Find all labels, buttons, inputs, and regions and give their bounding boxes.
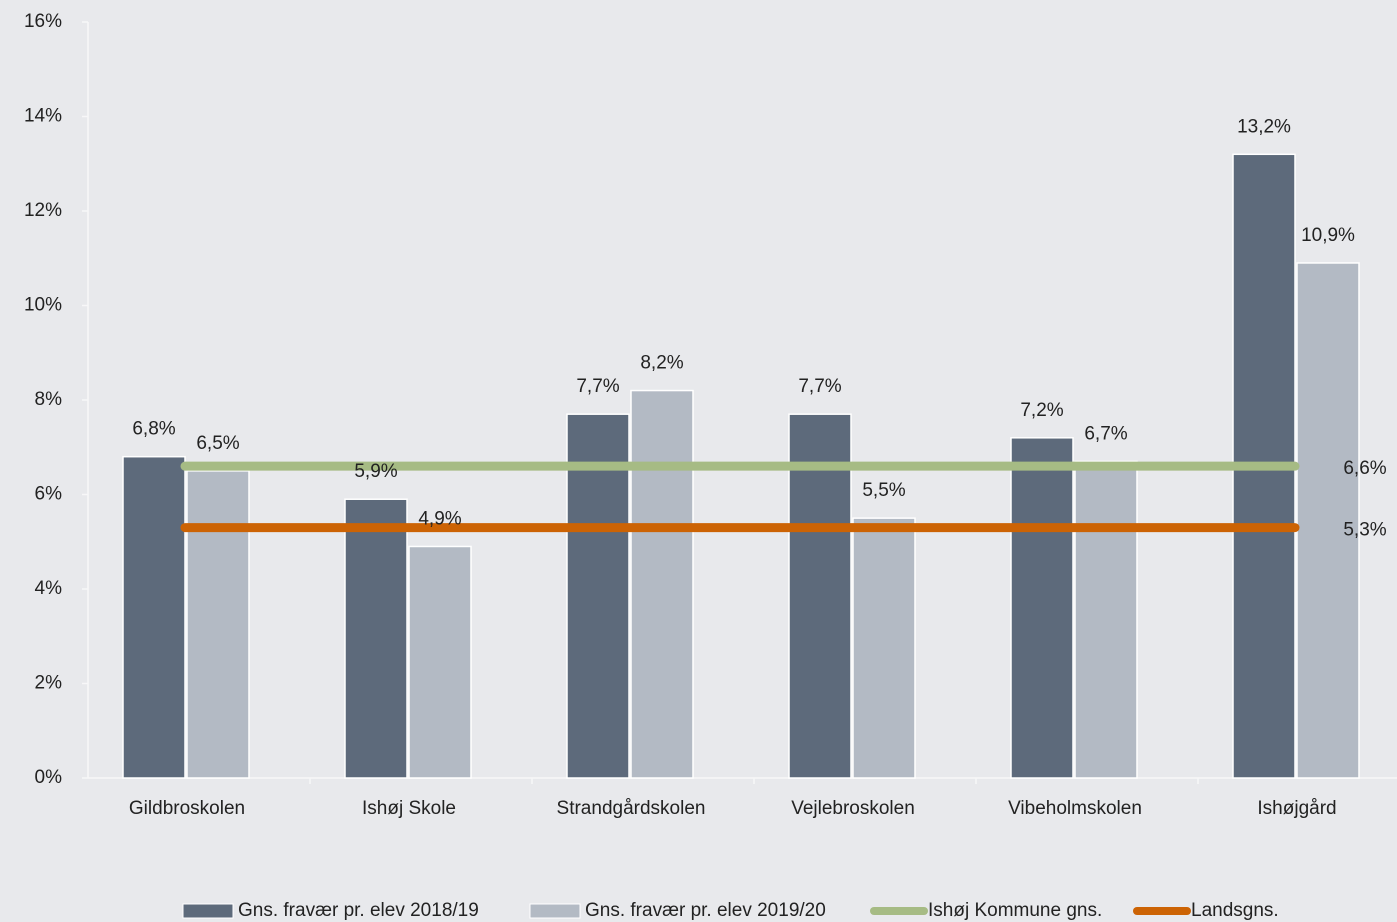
- bar: [408, 545, 472, 779]
- data-label: 6,8%: [132, 419, 175, 440]
- legend-label: Gns. fravær pr. elev 2018/19: [238, 900, 479, 921]
- data-label: 5,5%: [862, 480, 905, 501]
- bar: [122, 455, 186, 779]
- y-tick-label: 10%: [24, 295, 62, 316]
- bar: [630, 389, 694, 779]
- legend-label: Ishøj Kommune gns.: [928, 900, 1102, 921]
- x-tick-label: Gildbroskolen: [129, 798, 245, 819]
- y-tick-label: 14%: [24, 106, 62, 127]
- data-label: 5,9%: [354, 461, 397, 482]
- bar: [344, 498, 408, 779]
- legend-label: Gns. fravær pr. elev 2019/20: [585, 900, 826, 921]
- y-tick-label: 2%: [35, 673, 63, 694]
- data-label: 6,5%: [196, 433, 239, 454]
- bar: [852, 517, 916, 779]
- legend-label: Landsgns.: [1191, 900, 1279, 921]
- data-label: 10,9%: [1301, 225, 1355, 246]
- x-tick-label: Vejlebroskolen: [791, 798, 915, 819]
- data-label: 7,7%: [576, 376, 619, 397]
- data-label: 6,7%: [1084, 423, 1127, 444]
- bar: [788, 413, 852, 779]
- data-label: 8,2%: [640, 353, 683, 374]
- y-tick-label: 6%: [35, 484, 63, 505]
- x-tick-label: Ishøj Skole: [362, 798, 456, 819]
- bar: [186, 470, 250, 779]
- bar: [566, 413, 630, 779]
- y-tick-label: 16%: [24, 11, 62, 32]
- y-tick-label: 12%: [24, 200, 62, 221]
- bar: [1074, 460, 1138, 779]
- bar: [1296, 262, 1360, 779]
- x-tick-label: Ishøjgård: [1257, 798, 1336, 819]
- y-tick-label: 4%: [35, 578, 63, 599]
- y-tick-label: 0%: [35, 767, 63, 788]
- data-label: 7,2%: [1020, 400, 1063, 421]
- x-tick-label: Vibeholmskolen: [1008, 798, 1142, 819]
- line-label: 6,6%: [1343, 458, 1386, 479]
- y-tick-label: 8%: [35, 389, 63, 410]
- legend-swatch: [182, 903, 234, 919]
- data-label: 7,7%: [798, 376, 841, 397]
- legend-swatch: [529, 903, 581, 919]
- x-tick-label: Strandgårdskolen: [557, 798, 706, 819]
- line-label: 5,3%: [1343, 520, 1386, 541]
- data-label: 13,2%: [1237, 116, 1291, 137]
- data-label: 4,9%: [418, 508, 461, 529]
- bar: [1010, 437, 1074, 779]
